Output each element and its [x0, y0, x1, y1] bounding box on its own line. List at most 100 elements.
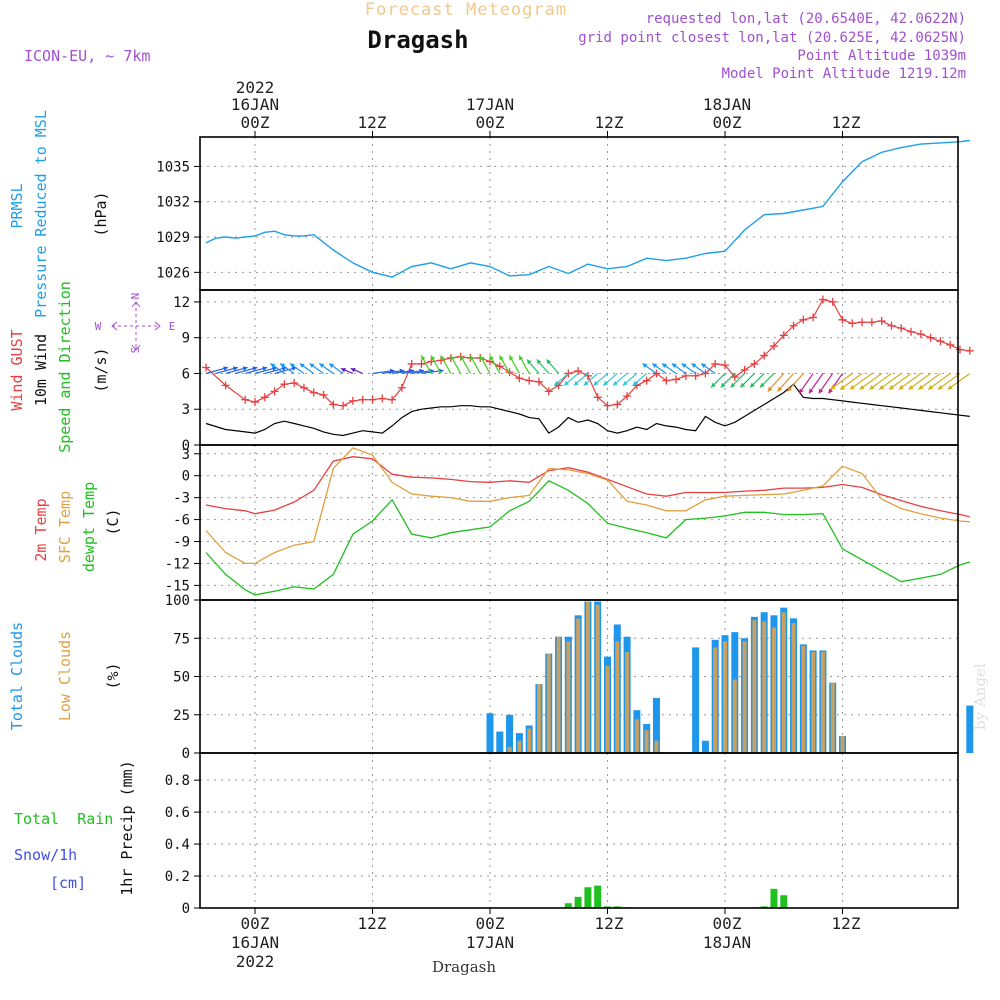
- watermark: by Angel: [971, 663, 989, 730]
- wind-arrow-head: [889, 384, 895, 390]
- wind-arrow-head: [947, 384, 953, 390]
- gust-point: [339, 401, 348, 410]
- gust-point: [290, 379, 299, 387]
- wind-label: 10m Wind: [32, 334, 50, 406]
- wind-arrow-head: [526, 359, 532, 365]
- wind-arrow-head: [691, 363, 697, 368]
- model-altitude: Model Point Altitude 1219.12m: [722, 66, 966, 82]
- y-tick-label: 0: [182, 901, 190, 917]
- total-clouds-label: Total Clouds: [8, 622, 26, 730]
- y-tick-label: 12: [173, 295, 190, 311]
- y-tick-label: 25: [173, 708, 190, 724]
- wind-arrow-head: [252, 366, 258, 371]
- low-cloud-bar: [723, 641, 727, 753]
- compass-w: W: [95, 320, 102, 333]
- gust-point: [740, 365, 749, 374]
- wind-arrow-head: [777, 386, 783, 392]
- total-cloud-bar: [701, 740, 709, 753]
- dewpt-label: dewpt Temp: [80, 482, 98, 572]
- wind-arrow-head: [730, 382, 736, 388]
- wind-arrow-head: [701, 363, 707, 368]
- wind-arrow-head: [440, 355, 446, 361]
- wind-arrow-head: [489, 355, 495, 361]
- bottom-date-1: 16JAN: [231, 933, 279, 952]
- wind-arrow-head: [546, 359, 552, 365]
- compass-n: N: [129, 293, 142, 300]
- wind-arrow-head: [720, 382, 726, 388]
- gust-point: [397, 383, 406, 392]
- wind-arrow-head: [573, 380, 579, 386]
- low-clouds-label: Low Clouds: [56, 631, 74, 721]
- requested-coords: requested lon,lat (20.6540E, 42.0622N): [646, 11, 966, 27]
- gust-point: [260, 393, 269, 402]
- wind-dir-label: Speed and Direction: [56, 281, 74, 453]
- wind-arrow-head: [849, 384, 855, 390]
- top-date-1: 16JAN: [231, 95, 279, 114]
- wind-arrow-head: [470, 355, 475, 361]
- y-tick-label: -6: [173, 513, 190, 529]
- wind-arrow-head: [289, 363, 295, 368]
- gust-point: [309, 388, 318, 397]
- y-tick-label: -9: [173, 535, 190, 551]
- gust-point: [554, 381, 563, 390]
- gust-point: [407, 359, 416, 368]
- compass-arrows-icon: [111, 301, 161, 351]
- low-cloud-bar: [840, 736, 845, 753]
- low-cloud-bar: [585, 601, 590, 753]
- gust-point: [270, 387, 279, 396]
- top-hour-1: 00Z: [241, 113, 270, 132]
- gust-point: [280, 380, 289, 389]
- snow-unit-label: [cm]: [50, 874, 86, 892]
- wind-arrow-head: [652, 363, 658, 368]
- wind-arrow: [878, 372, 902, 390]
- wind-arrow: [937, 372, 961, 390]
- low-cloud-bar: [576, 618, 581, 753]
- y-tick-label: 0.2: [165, 869, 190, 885]
- prmsl-label-1: PRMSL: [8, 183, 26, 228]
- gust-point: [897, 324, 906, 333]
- wind-arrow-head: [280, 363, 286, 368]
- precip-unit: 1hr Precip (mm): [118, 760, 136, 895]
- bottom-date-2: 17JAN: [466, 933, 514, 952]
- total-cloud-bar: [486, 713, 494, 753]
- wind-arrow-head: [840, 384, 846, 390]
- gust-point: [711, 359, 720, 368]
- y-tick-label: 3: [182, 447, 190, 463]
- total-cloud-bar: [966, 705, 974, 753]
- station-title: Dragash: [367, 26, 468, 54]
- y-tick-label: 0.4: [165, 837, 190, 853]
- wind-arrow-head: [223, 366, 229, 371]
- sfc-temp-line: [205, 447, 970, 565]
- gust-point: [515, 374, 524, 383]
- gust-point: [593, 393, 602, 402]
- low-cloud-bar: [644, 730, 649, 753]
- dewpt-line: [205, 480, 970, 596]
- y-tick-label: 0.6: [165, 805, 190, 821]
- bottom-hour-5: 00Z: [713, 914, 742, 933]
- wind-arrow-head: [232, 366, 238, 371]
- wind-arrow: [849, 372, 873, 390]
- gust-point: [877, 317, 886, 325]
- wind-arrow-head: [711, 382, 716, 388]
- gust-point: [730, 373, 739, 382]
- y-tick-label: 100: [165, 593, 190, 609]
- y-tick-label: 1032: [156, 195, 190, 211]
- prmsl-label-2: Pressure Reduced to MSL: [32, 110, 50, 318]
- gust-point: [495, 362, 504, 371]
- wind-arrow-head: [340, 367, 346, 373]
- wind-arrow-head: [536, 359, 542, 365]
- rain-bar: [594, 885, 602, 908]
- sfc-label: SFC Temp: [56, 491, 74, 563]
- y-tick-label: 3: [182, 402, 190, 418]
- bottom-hour-3: 00Z: [476, 914, 505, 933]
- wind-arrow: [918, 372, 941, 390]
- low-cloud-bar: [781, 612, 786, 753]
- panel-border: [199, 444, 959, 601]
- low-cloud-bar: [742, 641, 747, 753]
- wind-arrow-head: [740, 382, 746, 388]
- gust-point: [623, 392, 632, 401]
- wind-arrow-head: [681, 363, 687, 368]
- temp-unit: (C): [104, 508, 122, 535]
- top-date-3: 18JAN: [703, 95, 751, 114]
